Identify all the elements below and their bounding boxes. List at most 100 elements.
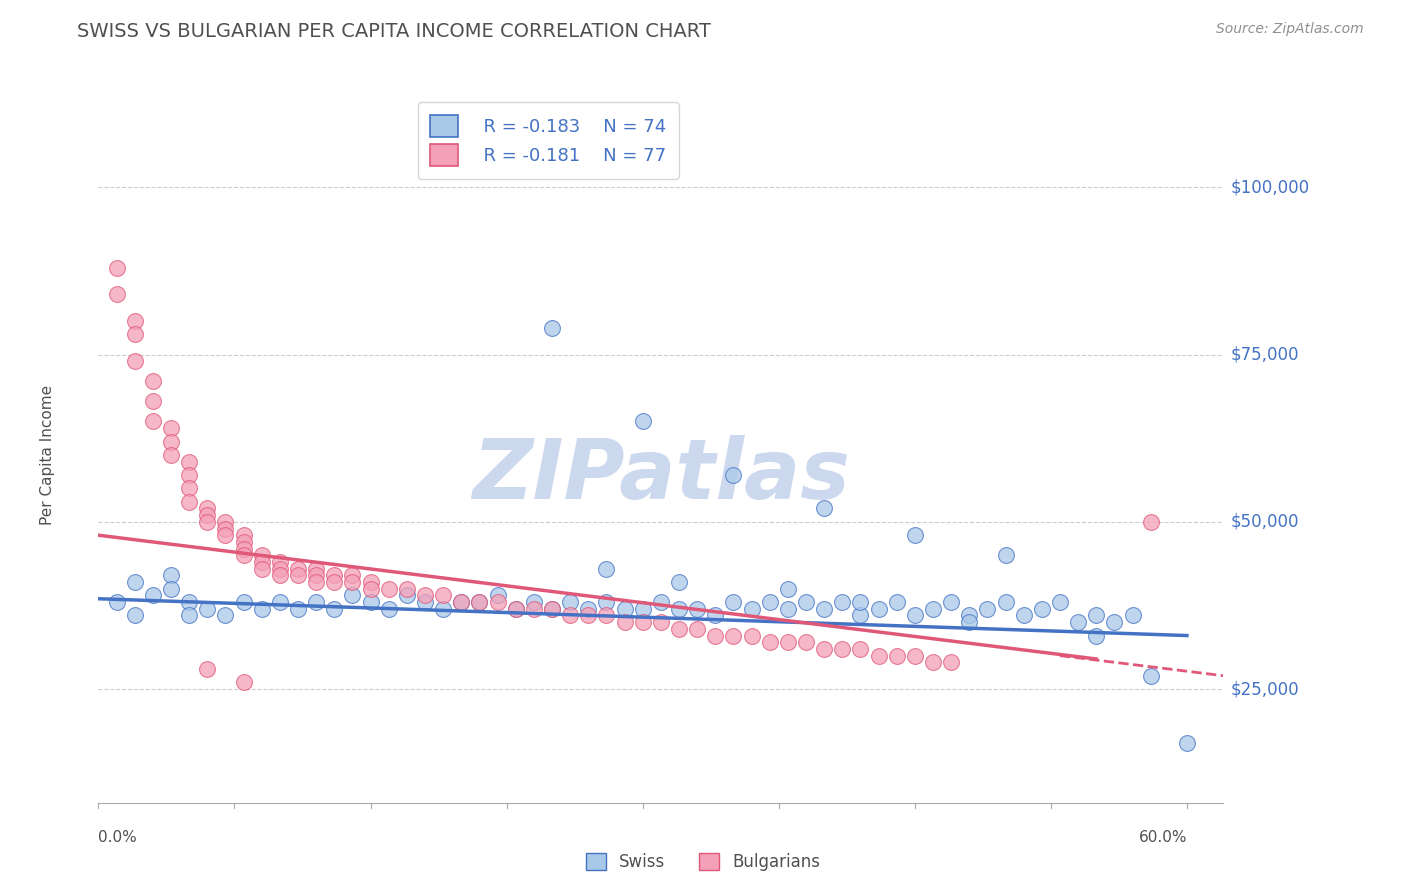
Point xyxy=(142,414,165,428)
Point xyxy=(1067,615,1090,630)
Point xyxy=(758,595,780,609)
Point xyxy=(631,615,654,630)
Point xyxy=(595,595,617,609)
Point xyxy=(576,601,599,615)
Point xyxy=(831,642,853,657)
Text: SWISS VS BULGARIAN PER CAPITA INCOME CORRELATION CHART: SWISS VS BULGARIAN PER CAPITA INCOME COR… xyxy=(77,22,711,41)
Point xyxy=(541,601,564,615)
Point xyxy=(868,601,890,615)
Point xyxy=(195,515,218,529)
Point xyxy=(432,589,454,603)
Point xyxy=(232,595,254,609)
Point xyxy=(886,595,908,609)
Point xyxy=(287,568,309,582)
Point xyxy=(723,595,745,609)
Point xyxy=(904,528,927,542)
Point xyxy=(232,541,254,556)
Point xyxy=(342,568,364,582)
Point xyxy=(1104,615,1126,630)
Point xyxy=(922,601,945,615)
Point xyxy=(305,568,328,582)
Point xyxy=(505,601,527,615)
Point xyxy=(758,635,780,649)
Point xyxy=(323,574,346,589)
Point xyxy=(595,608,617,623)
Point xyxy=(179,454,201,469)
Point xyxy=(1012,608,1035,623)
Point xyxy=(505,601,527,615)
Point xyxy=(650,595,672,609)
Point xyxy=(250,548,273,563)
Point xyxy=(395,582,418,596)
Point xyxy=(794,595,817,609)
Point xyxy=(179,595,201,609)
Point xyxy=(595,562,617,576)
Point xyxy=(868,648,890,663)
Point xyxy=(142,589,165,603)
Point xyxy=(250,555,273,569)
Point xyxy=(342,589,364,603)
Point xyxy=(214,521,236,535)
Point xyxy=(776,582,799,596)
Point xyxy=(886,648,908,663)
Point xyxy=(849,595,872,609)
Point xyxy=(904,608,927,623)
Point xyxy=(613,615,636,630)
Point xyxy=(160,582,183,596)
Point xyxy=(269,595,291,609)
Point xyxy=(668,574,690,589)
Point xyxy=(287,601,309,615)
Point xyxy=(214,515,236,529)
Point xyxy=(413,589,436,603)
Point xyxy=(377,582,399,596)
Point xyxy=(849,608,872,623)
Point xyxy=(904,648,927,663)
Point xyxy=(214,528,236,542)
Point xyxy=(776,601,799,615)
Point xyxy=(939,595,962,609)
Point xyxy=(360,574,382,589)
Point xyxy=(142,394,165,409)
Point xyxy=(269,562,291,576)
Point xyxy=(576,608,599,623)
Point xyxy=(105,260,128,275)
Point xyxy=(486,595,509,609)
Text: $50,000: $50,000 xyxy=(1230,513,1299,531)
Point xyxy=(776,635,799,649)
Point xyxy=(794,635,817,649)
Point xyxy=(195,662,218,676)
Point xyxy=(160,434,183,449)
Text: 60.0%: 60.0% xyxy=(1139,830,1187,845)
Point xyxy=(432,601,454,615)
Point xyxy=(160,568,183,582)
Point xyxy=(704,628,727,642)
Point xyxy=(342,574,364,589)
Point xyxy=(994,595,1017,609)
Legend: Swiss, Bulgarians: Swiss, Bulgarians xyxy=(578,845,828,880)
Point xyxy=(214,608,236,623)
Point xyxy=(650,615,672,630)
Point xyxy=(1085,608,1108,623)
Point xyxy=(668,622,690,636)
Point xyxy=(813,642,835,657)
Point xyxy=(160,448,183,462)
Point xyxy=(686,622,709,636)
Point xyxy=(105,595,128,609)
Point xyxy=(741,628,763,642)
Point xyxy=(323,568,346,582)
Point xyxy=(1121,608,1143,623)
Point xyxy=(1139,515,1161,529)
Point xyxy=(269,555,291,569)
Point xyxy=(450,595,472,609)
Point xyxy=(124,574,146,589)
Point xyxy=(305,562,328,576)
Point xyxy=(523,595,546,609)
Point xyxy=(922,655,945,669)
Point xyxy=(250,562,273,576)
Point xyxy=(1085,628,1108,642)
Point xyxy=(232,548,254,563)
Point xyxy=(287,562,309,576)
Point xyxy=(976,601,998,615)
Point xyxy=(849,642,872,657)
Point xyxy=(723,628,745,642)
